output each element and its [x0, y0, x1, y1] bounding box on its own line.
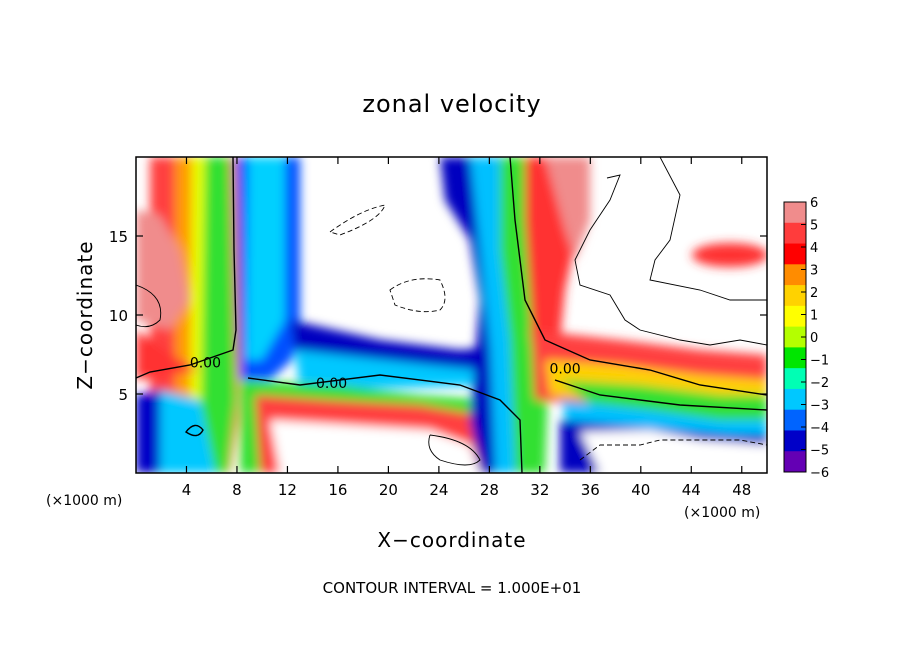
- colorbar-tick-label: 1: [810, 309, 818, 324]
- colorbar-tick-label: 4: [810, 241, 818, 256]
- contour-value-label: 0.00: [316, 376, 347, 392]
- dashed-contours: [329, 204, 767, 461]
- colorbar-segment: [784, 305, 806, 328]
- colorbar-tick-label: 5: [810, 219, 818, 234]
- y-axis-ticks: 5 10 15: [109, 228, 767, 404]
- contour-labels: 0.00 0.00 0.00: [190, 355, 581, 392]
- colorbar-tick-label: −2: [810, 376, 829, 391]
- colorbar-segment: [784, 409, 806, 431]
- x-tick-label: 4: [182, 481, 192, 499]
- y-tick-label: 5: [118, 386, 128, 404]
- colorbar-tick-label: 3: [810, 264, 818, 279]
- x-tick-label: 20: [379, 481, 398, 499]
- colorbar-segment: [784, 388, 806, 411]
- colorbar-tick-label: 6: [810, 196, 818, 211]
- colorbar-segment: [784, 264, 806, 286]
- y-tick-label: 15: [109, 228, 128, 246]
- colorbar-segment: [784, 347, 806, 369]
- x-axis-ticks: 4 8 12 16 20 24 28 32 36 40 44 48: [182, 157, 751, 499]
- x-unit-left: (×1000 m): [46, 493, 122, 509]
- x-tick-label: 16: [328, 481, 347, 499]
- colorbar-tick-label: −5: [810, 444, 829, 459]
- contour-lines: [136, 157, 767, 473]
- colorbar-tick-label: 0: [810, 331, 818, 346]
- x-tick-label: 24: [429, 481, 448, 499]
- colorbar-segment: [784, 243, 806, 265]
- colorbar-segment: [784, 285, 806, 307]
- colorbar-tick-label: −1: [810, 354, 829, 369]
- contour-value-label: 0.00: [190, 355, 221, 371]
- x-tick-label: 32: [530, 481, 549, 499]
- x-tick-label: 40: [631, 481, 650, 499]
- contour-value-label: 0.00: [549, 362, 580, 378]
- x-tick-label: 44: [682, 481, 701, 499]
- contour-interval-note: CONTOUR INTERVAL = 1.000E+01: [323, 579, 582, 597]
- colorbar: 6 5 4 3 2 1 0 −1 −2 −3 −4 −5 −6: [783, 196, 829, 481]
- colorbar-segment: [784, 222, 806, 245]
- colorbar-segment: [784, 202, 806, 224]
- x-tick-label: 12: [278, 481, 297, 499]
- x-tick-label: 36: [581, 481, 600, 499]
- colorbar-tick-label: 2: [810, 286, 818, 301]
- x-unit-right: (×1000 m): [684, 505, 760, 521]
- heatmap-field: [136, 157, 767, 473]
- colorbar-segment: [784, 368, 806, 390]
- y-tick-label: 10: [109, 307, 128, 325]
- x-tick-label: 28: [480, 481, 499, 499]
- y-axis-label: Z−coordinate: [73, 240, 97, 389]
- colorbar-segment: [784, 430, 806, 452]
- thin-contours: [136, 157, 767, 466]
- colorbar-tick-label: −4: [810, 421, 829, 436]
- colorbar-tick-label: −6: [810, 466, 829, 481]
- x-tick-label: 48: [732, 481, 751, 499]
- colorbar-segment: [784, 326, 806, 348]
- colorbar-tick-label: −3: [810, 399, 829, 414]
- x-tick-label: 8: [232, 481, 242, 499]
- x-axis-label: X−coordinate: [377, 528, 526, 552]
- chart-title: zonal velocity: [362, 90, 541, 118]
- colorbar-segment: [784, 451, 806, 473]
